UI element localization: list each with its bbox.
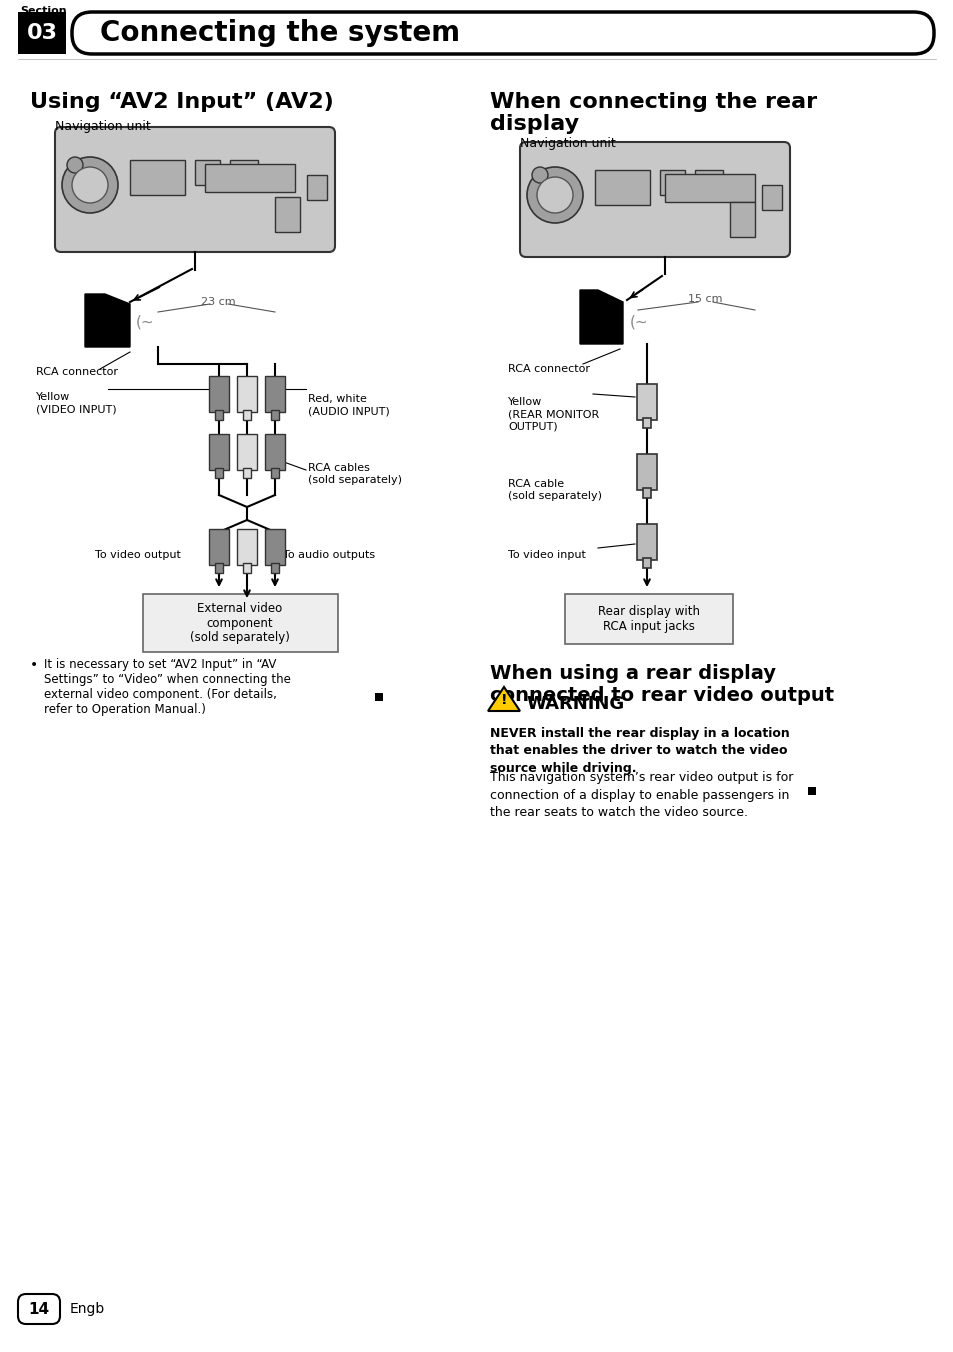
Bar <box>637 454 657 489</box>
Bar <box>637 384 657 420</box>
Bar <box>375 694 382 700</box>
Text: Using “AV2 Input” (AV2): Using “AV2 Input” (AV2) <box>30 92 334 112</box>
Text: Red, white
(AUDIO INPUT): Red, white (AUDIO INPUT) <box>308 393 390 416</box>
Bar <box>271 562 278 573</box>
FancyBboxPatch shape <box>519 142 789 257</box>
Bar <box>236 529 256 565</box>
Bar <box>265 434 285 470</box>
Circle shape <box>526 168 582 223</box>
Bar <box>307 174 327 200</box>
Bar <box>642 558 650 568</box>
Text: Yellow
(VIDEO INPUT): Yellow (VIDEO INPUT) <box>36 392 116 415</box>
Text: RCA cable
(sold separately): RCA cable (sold separately) <box>507 479 601 502</box>
Bar <box>271 468 278 479</box>
Text: Navigation unit: Navigation unit <box>55 120 151 132</box>
Text: (∼: (∼ <box>629 315 648 330</box>
Bar <box>236 376 256 412</box>
Bar <box>729 201 754 237</box>
Text: Engb: Engb <box>70 1302 105 1315</box>
Text: Rear display with
RCA input jacks: Rear display with RCA input jacks <box>598 604 700 633</box>
Text: Section: Section <box>20 5 67 16</box>
Text: RCA connector: RCA connector <box>507 364 589 375</box>
Text: Connecting the system: Connecting the system <box>100 19 459 47</box>
Bar <box>214 562 223 573</box>
Bar <box>243 468 251 479</box>
Circle shape <box>532 168 547 183</box>
Bar <box>236 434 256 470</box>
Text: !: ! <box>500 694 507 707</box>
Bar <box>807 787 815 795</box>
Text: This navigation system’s rear video output is for
connection of a display to ena: This navigation system’s rear video outp… <box>490 771 793 819</box>
FancyBboxPatch shape <box>18 1294 60 1324</box>
Text: RCA connector: RCA connector <box>36 366 118 377</box>
Bar <box>642 418 650 429</box>
Bar <box>637 525 657 560</box>
Bar <box>265 376 285 412</box>
Bar <box>695 170 722 200</box>
Polygon shape <box>488 687 519 711</box>
Polygon shape <box>85 293 130 347</box>
Bar <box>564 594 732 644</box>
Bar <box>214 468 223 479</box>
Circle shape <box>71 168 108 203</box>
Text: (∼: (∼ <box>136 315 154 330</box>
Text: •: • <box>30 658 38 672</box>
Text: External video
component
(sold separately): External video component (sold separatel… <box>190 602 290 645</box>
Text: NEVER install the rear display in a location
that enables the driver to watch th: NEVER install the rear display in a loca… <box>490 727 789 775</box>
Text: Yellow
(REAR MONITOR
OUTPUT): Yellow (REAR MONITOR OUTPUT) <box>507 397 598 431</box>
Bar <box>18 12 66 54</box>
Bar <box>274 197 299 233</box>
Text: Navigation unit: Navigation unit <box>519 137 615 150</box>
Bar <box>230 160 257 191</box>
Bar <box>194 160 220 185</box>
Text: To video input: To video input <box>507 550 585 560</box>
Text: When connecting the rear
display: When connecting the rear display <box>490 92 817 134</box>
Text: To audio outputs: To audio outputs <box>283 550 375 560</box>
Text: 23 cm: 23 cm <box>200 297 235 307</box>
Bar <box>209 434 229 470</box>
Bar <box>243 410 251 420</box>
Text: WARNING: WARNING <box>525 695 623 713</box>
Bar <box>664 174 754 201</box>
Bar <box>243 562 251 573</box>
Text: 03: 03 <box>27 23 57 43</box>
Text: 15 cm: 15 cm <box>687 293 721 304</box>
Text: 14: 14 <box>29 1302 50 1317</box>
Bar <box>130 160 185 195</box>
Text: It is necessary to set “AV2 Input” in “AV
Settings” to “Video” when connecting t: It is necessary to set “AV2 Input” in “A… <box>44 658 291 717</box>
Text: To video output: To video output <box>95 550 181 560</box>
Text: When using a rear display
connected to rear video output: When using a rear display connected to r… <box>490 664 833 704</box>
Circle shape <box>537 177 573 214</box>
Bar <box>642 488 650 498</box>
Bar <box>214 410 223 420</box>
Bar <box>143 594 337 652</box>
Bar <box>761 185 781 210</box>
Bar <box>209 376 229 412</box>
Polygon shape <box>579 289 622 343</box>
Bar <box>205 164 294 192</box>
Text: RCA cables
(sold separately): RCA cables (sold separately) <box>308 464 401 485</box>
Circle shape <box>67 157 83 173</box>
Bar <box>659 170 684 195</box>
Bar <box>265 529 285 565</box>
FancyBboxPatch shape <box>71 12 933 54</box>
Bar <box>209 529 229 565</box>
Bar <box>595 170 649 206</box>
Bar <box>271 410 278 420</box>
Circle shape <box>62 157 118 214</box>
FancyBboxPatch shape <box>55 127 335 251</box>
